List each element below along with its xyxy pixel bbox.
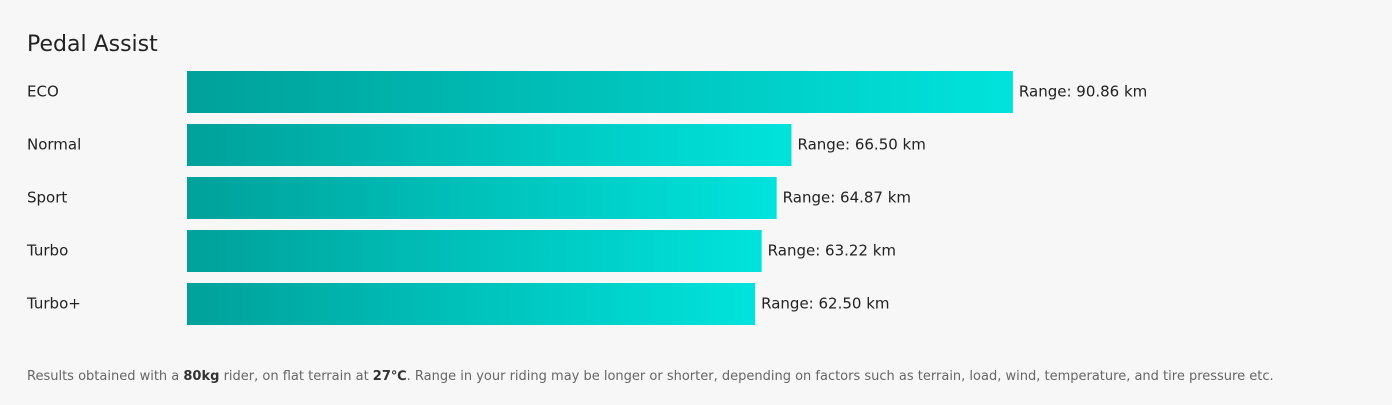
value-label: Range: 64.87 km bbox=[783, 189, 911, 207]
chart-title: Pedal Assist bbox=[27, 32, 158, 57]
bar bbox=[187, 71, 1013, 113]
value-label: Range: 66.50 km bbox=[797, 136, 925, 154]
footnote-part: 80kg bbox=[183, 369, 219, 384]
footnote-part: Results obtained with a bbox=[27, 369, 183, 384]
footnote-part: . Range in your riding may be longer or … bbox=[407, 369, 1274, 384]
category-label: Sport bbox=[27, 189, 67, 207]
category-label: ECO bbox=[27, 83, 59, 101]
footnote-part: rider, on flat terrain at bbox=[219, 369, 372, 384]
value-label: Range: 62.50 km bbox=[761, 295, 889, 313]
value-label: Range: 63.22 km bbox=[768, 242, 896, 260]
bar bbox=[187, 177, 777, 219]
value-label: Range: 90.86 km bbox=[1019, 83, 1147, 101]
category-label: Turbo+ bbox=[26, 295, 81, 313]
bar bbox=[187, 230, 762, 272]
bar bbox=[187, 283, 756, 325]
bar bbox=[187, 124, 792, 166]
footnote: Results obtained with a 80kg rider, on f… bbox=[27, 369, 1274, 384]
category-label: Normal bbox=[27, 136, 81, 154]
footnote-part: 27℃ bbox=[373, 369, 407, 384]
category-label: Turbo bbox=[26, 242, 68, 260]
